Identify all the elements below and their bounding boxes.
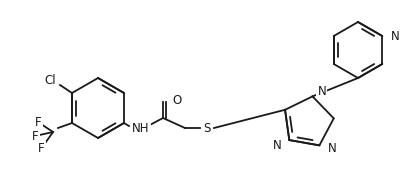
Text: N: N — [391, 30, 400, 42]
Text: N: N — [273, 139, 281, 152]
Text: Cl: Cl — [44, 74, 56, 87]
Text: F: F — [35, 115, 41, 129]
Text: NH: NH — [132, 122, 150, 135]
Text: F: F — [32, 130, 38, 142]
Text: N: N — [317, 85, 326, 98]
Text: F: F — [38, 142, 44, 156]
Text: S: S — [203, 122, 211, 135]
Text: O: O — [172, 93, 181, 107]
Text: N: N — [327, 142, 336, 155]
